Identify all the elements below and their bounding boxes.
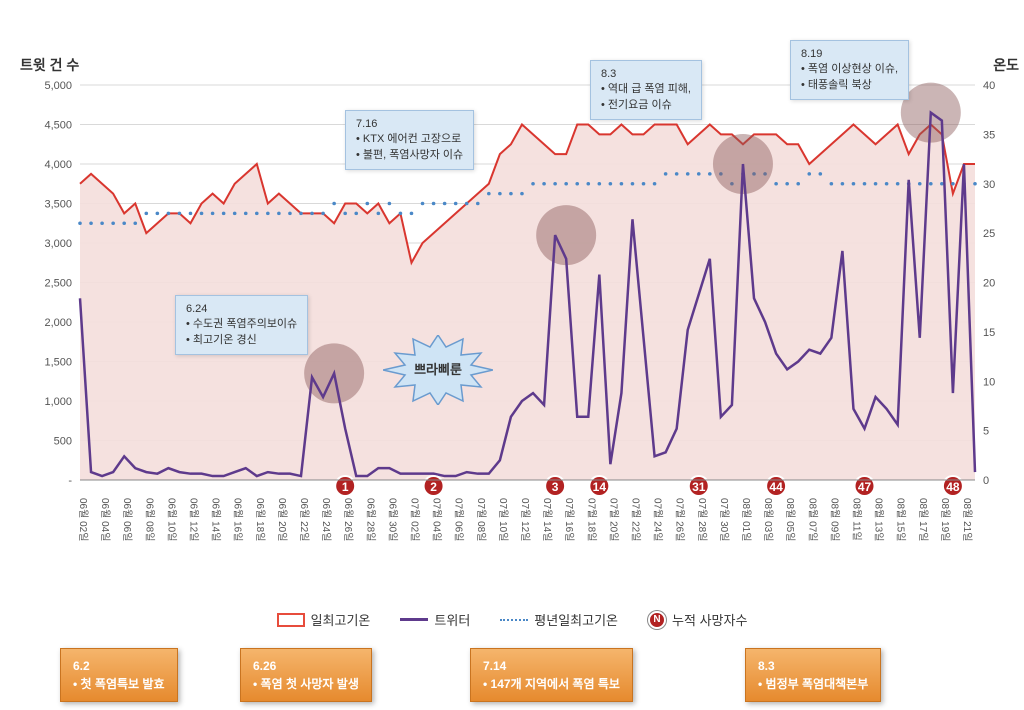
svg-text:1,500: 1,500 [44, 357, 72, 369]
svg-text:06월 22일: 06월 22일 [298, 498, 310, 541]
event-box: 6.26폭염 첫 사망자 발생 [240, 648, 372, 702]
svg-text:06월 16일: 06월 16일 [232, 498, 244, 541]
svg-text:06월 02일: 06월 02일 [77, 498, 89, 541]
svg-text:5: 5 [983, 426, 989, 438]
svg-text:31: 31 [692, 480, 706, 494]
svg-text:3: 3 [552, 480, 559, 494]
starburst-label: 쁘라삐룬 [383, 335, 493, 405]
svg-text:06월 10일: 06월 10일 [165, 498, 177, 541]
svg-text:08월 01일: 08월 01일 [740, 498, 752, 541]
event-box: 7.14147개 지역에서 폭염 특보 [470, 648, 633, 702]
svg-text:4,500: 4,500 [44, 120, 72, 132]
svg-text:08월 05일: 08월 05일 [784, 498, 796, 541]
svg-text:07월 14일: 07월 14일 [541, 498, 553, 541]
svg-text:07월 10일: 07월 10일 [497, 498, 509, 541]
svg-text:06월 18일: 06월 18일 [254, 498, 266, 541]
svg-text:07월 04일: 07월 04일 [431, 498, 443, 541]
legend-badge: N 누적 사망자수 [648, 610, 747, 629]
callout: 8.19폭염 이상현상 이슈,태풍솔릭 북상 [790, 40, 909, 100]
svg-text:08월 07일: 08월 07일 [806, 498, 818, 541]
svg-text:3,000: 3,000 [44, 238, 72, 250]
svg-text:07월 20일: 07월 20일 [607, 498, 619, 541]
legend-badge-label: 누적 사망자수 [672, 610, 747, 629]
svg-text:15: 15 [983, 327, 995, 339]
svg-text:07월 08일: 07월 08일 [475, 498, 487, 541]
callout: 7.16KTX 에어컨 고장으로불편, 폭염사망자 이슈 [345, 110, 474, 170]
legend-area-label: 일최고기온 [311, 610, 371, 629]
svg-text:5,000: 5,000 [44, 80, 72, 92]
svg-text:3,500: 3,500 [44, 199, 72, 211]
svg-text:2: 2 [430, 480, 437, 494]
svg-text:2,500: 2,500 [44, 278, 72, 290]
svg-text:08월 21일: 08월 21일 [961, 498, 973, 541]
callout: 6.24수도권 폭염주의보이슈최고기온 경신 [175, 295, 308, 355]
svg-text:06월 14일: 06월 14일 [210, 498, 222, 541]
svg-text:06월 20일: 06월 20일 [276, 498, 288, 541]
svg-text:0: 0 [983, 475, 989, 487]
svg-text:07월 26일: 07월 26일 [674, 498, 686, 541]
svg-text:07월 28일: 07월 28일 [696, 498, 708, 541]
svg-text:48: 48 [946, 480, 960, 494]
event-box: 8.3범정부 폭염대책본부 [745, 648, 881, 702]
svg-text:30: 30 [983, 179, 995, 191]
svg-text:08월 15일: 08월 15일 [895, 498, 907, 541]
svg-text:06월 06일: 06월 06일 [121, 498, 133, 541]
legend-line: 트위터 [400, 610, 470, 629]
svg-text:06월 30일: 06월 30일 [386, 498, 398, 541]
svg-text:35: 35 [983, 129, 995, 141]
svg-text:10: 10 [983, 376, 995, 388]
svg-text:4,000: 4,000 [44, 159, 72, 171]
svg-text:20: 20 [983, 278, 995, 290]
svg-text:500: 500 [54, 436, 72, 448]
svg-text:1: 1 [342, 480, 349, 494]
svg-text:47: 47 [858, 480, 872, 494]
svg-text:06월 04일: 06월 04일 [99, 498, 111, 541]
svg-text:06월 08일: 06월 08일 [143, 498, 155, 541]
legend-dot-label: 평년일최고기온 [534, 610, 618, 629]
svg-text:14: 14 [593, 480, 607, 494]
svg-text:-: - [68, 475, 72, 487]
legend: 일최고기온 트위터 평년일최고기온 N 누적 사망자수 [0, 610, 1024, 629]
svg-text:07월 22일: 07월 22일 [629, 498, 641, 541]
legend-badge-icon: N [648, 611, 666, 629]
svg-text:07월 16일: 07월 16일 [563, 498, 575, 541]
legend-dot: 평년일최고기온 [500, 610, 618, 629]
chart-area: - 500 1,000 1,500 2,000 2,500 3,000 3,500 4,000 4… [20, 50, 1005, 530]
svg-text:2,000: 2,000 [44, 317, 72, 329]
svg-text:06월 26일: 06월 26일 [342, 498, 354, 541]
svg-text:06월 28일: 06월 28일 [364, 498, 376, 541]
svg-text:쁘라삐룬: 쁘라삐룬 [414, 362, 462, 377]
svg-text:07월 02일: 07월 02일 [408, 498, 420, 541]
svg-text:07월 30일: 07월 30일 [718, 498, 730, 541]
svg-text:08월 03일: 08월 03일 [762, 498, 774, 541]
legend-line-label: 트위터 [434, 610, 470, 629]
svg-text:1,000: 1,000 [44, 396, 72, 408]
chart-svg: - 500 1,000 1,500 2,000 2,500 3,000 3,500 4,000 4… [20, 50, 1005, 610]
svg-text:07월 06일: 07월 06일 [453, 498, 465, 541]
svg-text:06월 24일: 06월 24일 [320, 498, 332, 541]
svg-text:40: 40 [983, 80, 995, 92]
svg-text:06월 12일: 06월 12일 [187, 498, 199, 541]
svg-text:07월 18일: 07월 18일 [585, 498, 597, 541]
svg-text:08월 13일: 08월 13일 [873, 498, 885, 541]
svg-text:08월 11일: 08월 11일 [850, 498, 862, 541]
svg-text:44: 44 [769, 480, 783, 494]
event-box: 6.2첫 폭염특보 발효 [60, 648, 178, 702]
legend-area: 일최고기온 [277, 610, 371, 629]
svg-text:08월 19일: 08월 19일 [939, 498, 951, 541]
svg-text:08월 09일: 08월 09일 [828, 498, 840, 541]
svg-text:07월 12일: 07월 12일 [519, 498, 531, 541]
svg-text:25: 25 [983, 228, 995, 240]
svg-text:07월 24일: 07월 24일 [652, 498, 664, 541]
callout: 8.3역대 급 폭염 피해,전기요금 이슈 [590, 60, 702, 120]
svg-text:08월 17일: 08월 17일 [917, 498, 929, 541]
